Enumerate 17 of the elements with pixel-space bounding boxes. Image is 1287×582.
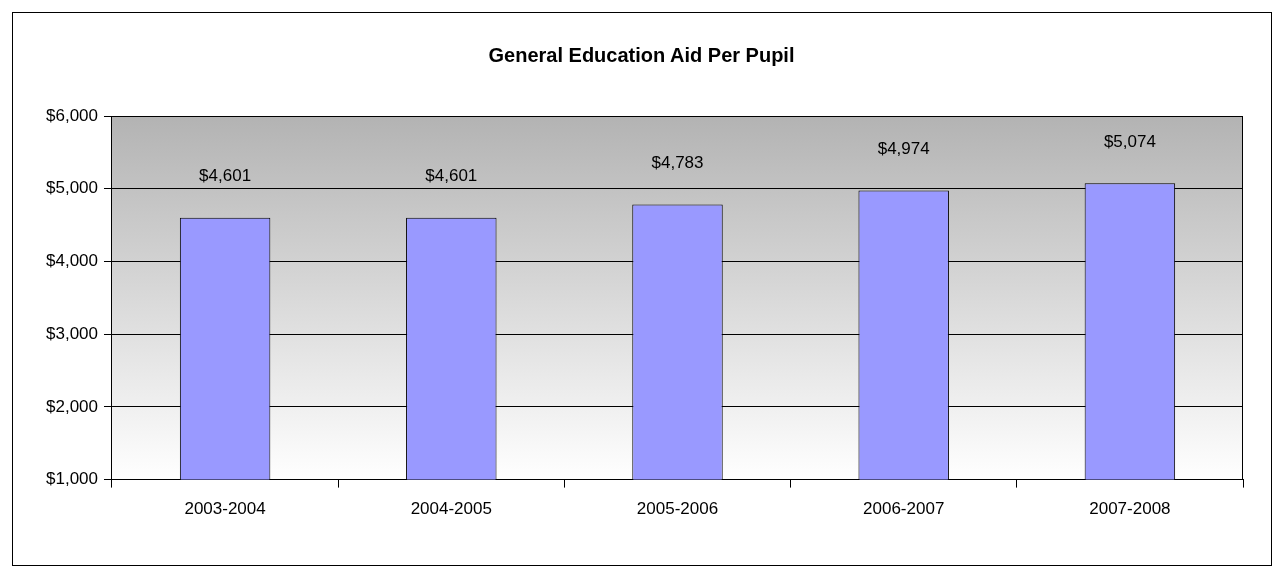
data-label: $4,974 <box>877 138 930 158</box>
data-label: $4,601 <box>425 165 478 185</box>
y-tick-label: $3,000 <box>46 323 98 343</box>
y-tick-label: $2,000 <box>46 396 98 416</box>
x-tick-label: 2007-2008 <box>1089 499 1171 519</box>
chart-title: General Education Aid Per Pupil <box>488 43 795 66</box>
data-label: $4,601 <box>199 165 252 185</box>
x-tick-label: 2003-2004 <box>184 499 266 519</box>
y-tick-label: $1,000 <box>46 469 98 489</box>
data-label: $4,783 <box>651 152 704 172</box>
data-label: $5,074 <box>1103 131 1156 151</box>
x-tick-label: 2006-2007 <box>863 499 945 519</box>
x-tick-label: 2005-2006 <box>636 499 719 519</box>
y-tick-label: $6,000 <box>46 105 98 125</box>
y-tick-label: $4,000 <box>46 251 98 271</box>
x-tick-label: 2004-2005 <box>410 499 492 519</box>
y-tick-label: $5,000 <box>46 178 98 198</box>
